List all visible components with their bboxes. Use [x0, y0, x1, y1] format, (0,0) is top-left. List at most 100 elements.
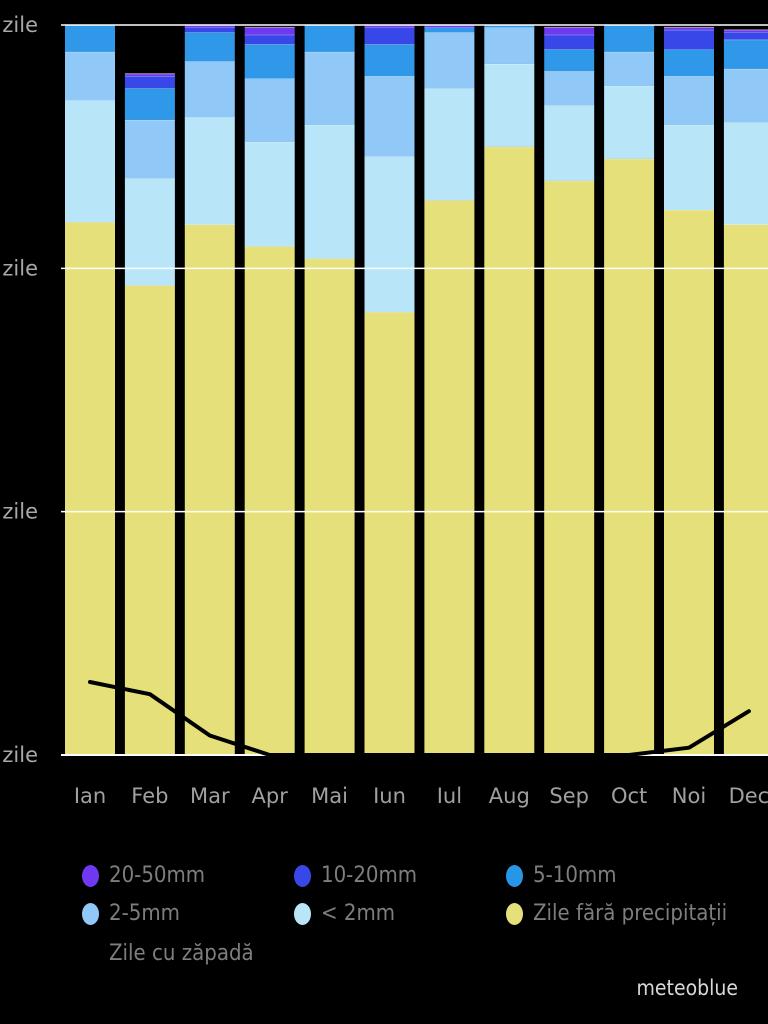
y-tick-label: 0 zile [0, 500, 38, 524]
bar-segment-ian-0 [65, 222, 115, 756]
bar-segment-mar-0 [184, 224, 235, 755]
bar-segment-sep-3 [544, 49, 595, 72]
bar-segment-sep-0 [544, 180, 595, 755]
bar-segment-dec-3 [723, 39, 768, 69]
bar-segment-noi-0 [664, 209, 714, 755]
bar-segment-aug-2 [484, 27, 535, 64]
legend-marker [82, 864, 99, 887]
bar-segment-mar-5 [184, 25, 235, 28]
bar-segment-noi-2 [664, 76, 714, 125]
x-tick-label-apr: Apr [252, 784, 289, 808]
bar-segment-dec-1 [723, 122, 768, 225]
bar-segment-sep-5 [544, 27, 595, 35]
bar-segment-iul-3 [424, 27, 475, 33]
x-tick-label-iul: Iul [437, 784, 462, 808]
bar-area [65, 24, 768, 756]
bar-segment-ian-1 [65, 100, 115, 223]
brand-label: meteoblue [636, 976, 738, 1000]
x-tick-label-feb: Feb [131, 784, 168, 808]
bar-segment-feb-5 [124, 73, 175, 77]
x-tick-label-aug: Aug [489, 784, 530, 808]
bar-segment-iun-4 [364, 27, 415, 45]
x-axis-ticks: Ian Feb Mar Apr Mai Iun Iul Aug Sep Oct Noi Dec [74, 784, 768, 808]
legend-label: < 2mm [321, 901, 396, 926]
bar-segment-iul-5 [424, 25, 475, 28]
bar-segment-dec-4 [723, 32, 768, 40]
legend-item-10-20mm[interactable]: 10-20mm [294, 863, 417, 888]
legend-item-dry-days[interactable]: Zile fără precipitații [506, 901, 727, 926]
bar-segment-feb-2 [124, 119, 175, 179]
bar-segment-feb-0 [124, 285, 175, 755]
legend-label: 20-50mm [109, 863, 206, 888]
x-tick-label-mai: Mai [311, 784, 348, 808]
legend-marker [294, 864, 311, 887]
legend-label: 10-20mm [321, 863, 418, 888]
legend-marker [82, 943, 99, 965]
bar-segment-aug-0 [484, 146, 535, 755]
bar-segment-aug-3 [484, 25, 535, 28]
x-tick-label-sep: Sep [549, 784, 589, 808]
bar-segment-dec-2 [723, 68, 768, 123]
y-tick-label: 0 zile [0, 13, 38, 37]
snow-days-line [88, 680, 751, 757]
bar-segment-sep-4 [544, 34, 595, 50]
bar-segment-mai-0 [304, 258, 355, 755]
bar-segment-iun-1 [364, 156, 415, 313]
bar-segment-aug-1 [484, 63, 535, 147]
x-tick-label-oct: Oct [611, 784, 647, 808]
bar-segment-ian-3 [65, 25, 115, 52]
bar-segment-noi-5 [664, 27, 714, 30]
bar-segment-oct-0 [604, 158, 655, 756]
bar-segment-feb-1 [124, 178, 175, 286]
bar-segment-iun-5 [364, 25, 415, 28]
bar-segment-apr-1 [244, 141, 295, 247]
bar-segment-noi-4 [664, 29, 714, 50]
bar-segment-noi-3 [664, 49, 714, 77]
chart: 0 zile 0 zile 0 zile 0 zile Ian Feb Mar Apr Mai… [0, 13, 768, 808]
legend-item-lt-2mm[interactable]: < 2mm [294, 901, 395, 926]
legend-item-20-50mm[interactable]: 20-50mm [82, 863, 205, 888]
bar-segment-iun-2 [364, 76, 415, 157]
y-tick-label: 0 zile [0, 743, 38, 767]
legend-label: Zile cu zăpadă [109, 941, 254, 966]
snow-line [88, 680, 751, 757]
bar-segment-apr-4 [244, 34, 295, 45]
legend-item-snow-days[interactable]: Zile cu zăpadă [82, 941, 254, 966]
bar-segment-mai-1 [304, 124, 355, 259]
bar-segment-oct-3 [604, 25, 655, 52]
legend-marker [82, 902, 99, 925]
bar-segment-mar-1 [184, 117, 235, 225]
bar-segment-ian-2 [65, 51, 115, 101]
bar-segment-feb-3 [124, 88, 175, 120]
bar-segment-noi-1 [664, 124, 714, 210]
bar-segment-oct-2 [604, 51, 655, 86]
bar-segment-dec-0 [723, 224, 768, 755]
bar-segment-mar-3 [184, 32, 235, 62]
bar-segment-iun-0 [364, 312, 415, 755]
y-tick-label: 0 zile [0, 256, 38, 280]
bar-segment-feb-4 [124, 76, 175, 89]
legend-label: Zile fără precipitații [533, 901, 728, 926]
bar-segment-iul-1 [424, 88, 475, 201]
bar-segment-sep-2 [544, 71, 595, 106]
x-tick-label-mar: Mar [190, 784, 230, 808]
bar-segment-apr-5 [244, 27, 295, 35]
x-tick-label-iun: Iun [373, 784, 406, 808]
bar-segment-iun-3 [364, 44, 415, 77]
x-tick-label-noi: Noi [672, 784, 706, 808]
legend-item-2-5mm[interactable]: 2-5mm [82, 901, 180, 926]
legend-label: 2-5mm [109, 901, 180, 926]
legend-marker [294, 902, 311, 925]
legend-label: 5-10mm [533, 863, 617, 888]
bar-segment-apr-2 [244, 78, 295, 142]
legend-marker [506, 864, 523, 887]
bar-segment-mar-4 [184, 27, 235, 33]
bar-segment-mai-3 [304, 25, 355, 52]
bar-segment-iul-0 [424, 200, 475, 755]
bar-segment-dec-5 [723, 29, 768, 33]
bar-segment-sep-1 [544, 105, 595, 181]
bar-segment-mar-2 [184, 61, 235, 118]
bar-segment-mai-2 [304, 51, 355, 125]
legend-item-5-10mm[interactable]: 5-10mm [506, 863, 616, 888]
legend: 20-50mm 10-20mm 5-10mm 2-5mm < 2mm Zile … [0, 855, 768, 985]
